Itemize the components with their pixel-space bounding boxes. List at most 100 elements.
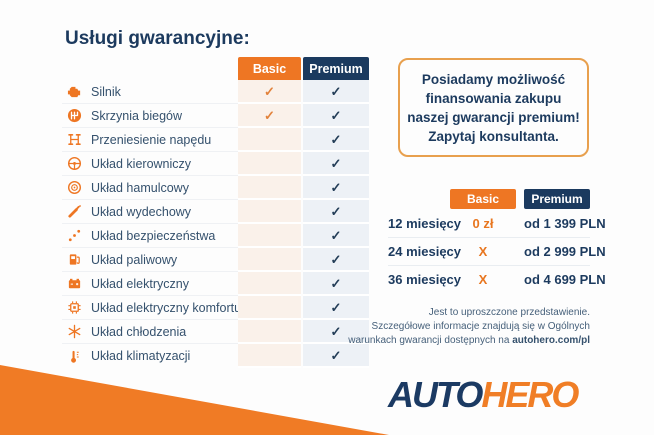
premium-check-mark: ✓ xyxy=(330,323,342,339)
service-label: Układ elektryczny komfortu xyxy=(91,300,242,315)
service-label: Układ hamulcowy xyxy=(91,180,189,195)
basic-cell xyxy=(238,344,301,368)
warranty-table: Basic Premium Silnik ✓ ✓ Skrzynia biegów… xyxy=(62,57,369,368)
pricing-row: 12 miesięcy 0 zł od 1 399 PLN xyxy=(388,210,606,238)
premium-check-mark: ✓ xyxy=(330,155,342,171)
basic-price: X xyxy=(478,272,488,287)
service-label: Układ chłodzenia xyxy=(91,324,187,339)
autohero-logo: AUTOHERO xyxy=(388,374,579,416)
premium-price: od 1 399 PLN xyxy=(524,216,606,231)
snowflake-icon xyxy=(67,324,82,339)
table-row: Przeniesienie napędu ✓ xyxy=(62,128,369,152)
premium-check-mark: ✓ xyxy=(330,83,342,99)
basic-price: 0 zł xyxy=(472,216,494,231)
premium-cell: ✓ xyxy=(303,176,369,200)
table-row: Układ kierowniczy ✓ xyxy=(62,152,369,176)
disclaimer: Jest to uproszczone przedstawienie. Szcz… xyxy=(330,306,590,348)
premium-cell: ✓ xyxy=(303,200,369,224)
premium-cell: ✓ xyxy=(303,80,369,104)
page-title: Usługi gwarancyjne: xyxy=(65,28,250,49)
brake-disc-icon xyxy=(67,180,82,195)
steering-wheel-icon xyxy=(67,156,82,171)
service-label: Układ bezpieczeństwa xyxy=(91,228,216,243)
pricing-basic-header: Basic xyxy=(450,189,516,209)
table-row: Układ paliwowy ✓ xyxy=(62,248,369,272)
chip-icon xyxy=(67,300,82,315)
basic-check-mark: ✓ xyxy=(264,107,275,123)
battery-icon xyxy=(67,276,82,291)
exhaust-icon xyxy=(67,204,82,219)
premium-cell: ✓ xyxy=(303,248,369,272)
disclaimer-url: autohero.com/pl xyxy=(512,335,590,346)
premium-column-header: Premium xyxy=(303,57,369,80)
premium-cell: ✓ xyxy=(303,272,369,296)
basic-cell: ✓ xyxy=(238,80,301,104)
gearbox-icon xyxy=(67,108,82,123)
pricing-premium-header: Premium xyxy=(524,189,590,209)
basic-cell: ✓ xyxy=(238,104,301,128)
premium-cell: ✓ xyxy=(303,152,369,176)
basic-cell xyxy=(238,176,301,200)
logo-part-auto: AUTO xyxy=(388,374,483,415)
basic-cell xyxy=(238,296,301,320)
logo-part-hero: HERO xyxy=(481,374,579,415)
service-label: Układ kierowniczy xyxy=(91,156,192,171)
service-label: Przeniesienie napędu xyxy=(91,132,212,147)
warranty-table-header: Basic Premium xyxy=(62,57,369,80)
service-label: Układ klimatyzacji xyxy=(91,349,191,363)
duration-label: 36 miesięcy xyxy=(388,272,462,287)
table-row: Skrzynia biegów ✓ ✓ xyxy=(62,104,369,128)
service-label: Skrzynia biegów xyxy=(91,108,183,123)
duration-label: 12 miesięcy xyxy=(388,216,462,231)
thermometer-icon xyxy=(67,349,82,364)
pricing-row: 36 miesięcy X od 4 699 PLN xyxy=(388,266,606,293)
premium-check-mark: ✓ xyxy=(330,131,342,147)
table-row: Układ hamulcowy ✓ xyxy=(62,176,369,200)
table-row: Układ klimatyzacji ✓ xyxy=(62,344,369,368)
disclaimer-line1: Jest to uproszczone przedstawienie. xyxy=(428,307,590,318)
premium-check-mark: ✓ xyxy=(330,347,342,363)
service-label: Układ wydechowy xyxy=(91,204,192,219)
table-row: Silnik ✓ ✓ xyxy=(62,80,369,104)
basic-price: X xyxy=(478,244,488,259)
premium-check-mark: ✓ xyxy=(330,179,342,195)
premium-cell: ✓ xyxy=(303,128,369,152)
premium-cell: ✓ xyxy=(303,320,369,344)
financing-info-box: Posiadamy możliwość finansowania zakupu … xyxy=(398,58,589,157)
premium-cell: ✓ xyxy=(303,224,369,248)
basic-cell xyxy=(238,152,301,176)
premium-cell: ✓ xyxy=(303,344,369,368)
premium-check-mark: ✓ xyxy=(330,299,342,315)
premium-check-mark: ✓ xyxy=(330,251,342,267)
pricing-row: 24 miesięcy X od 2 999 PLN xyxy=(388,238,606,266)
premium-price: od 2 999 PLN xyxy=(524,244,606,259)
disclaimer-line3: warunkach gwarancji dostępnych na xyxy=(348,335,513,346)
basic-cell xyxy=(238,248,301,272)
premium-check-mark: ✓ xyxy=(330,227,342,243)
orange-corner-wedge xyxy=(0,365,389,435)
basic-cell xyxy=(238,128,301,152)
premium-price: od 4 699 PLN xyxy=(524,272,606,287)
premium-check-mark: ✓ xyxy=(330,107,342,123)
financing-info-text: Posiadamy możliwość finansowania zakupu … xyxy=(407,71,580,144)
basic-cell xyxy=(238,272,301,296)
basic-check-mark: ✓ xyxy=(264,83,275,99)
table-row: Układ elektryczny ✓ xyxy=(62,272,369,296)
pricing-table-header: Basic Premium xyxy=(388,189,590,209)
premium-check-mark: ✓ xyxy=(330,275,342,291)
basic-cell xyxy=(238,224,301,248)
drivetrain-icon xyxy=(67,132,82,147)
basic-column-header: Basic xyxy=(238,57,301,80)
service-label: Układ elektryczny xyxy=(91,276,189,291)
service-label: Silnik xyxy=(91,84,121,99)
basic-cell xyxy=(238,320,301,344)
seatbelt-icon xyxy=(67,228,82,243)
basic-cell xyxy=(238,200,301,224)
premium-cell: ✓ xyxy=(303,296,369,320)
duration-label: 24 miesięcy xyxy=(388,244,462,259)
premium-check-mark: ✓ xyxy=(330,203,342,219)
fuel-pump-icon xyxy=(67,252,82,267)
table-row: Układ elektryczny komfortu ✓ xyxy=(62,296,369,320)
table-row: Układ chłodzenia ✓ xyxy=(62,320,369,344)
premium-cell: ✓ xyxy=(303,104,369,128)
